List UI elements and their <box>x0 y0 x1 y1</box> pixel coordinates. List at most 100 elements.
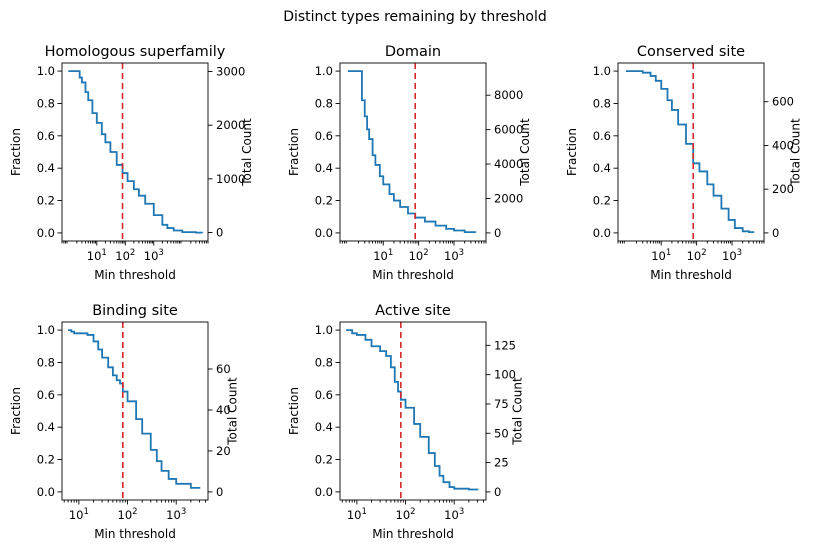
fraction-curve <box>346 329 479 491</box>
y-tick-label: 0.8 <box>37 355 55 369</box>
y-axis-label: Fraction <box>9 387 23 435</box>
y2-tick-label: 125 <box>494 338 516 352</box>
y2-axis-label: Total Count <box>225 377 239 446</box>
y-tick-label: 0.4 <box>315 420 333 434</box>
y2-tick-label: 60 <box>216 362 231 376</box>
x-tick-label: 103 <box>444 248 464 263</box>
y2-tick-label: 0 <box>216 485 223 499</box>
x-tick-label: 102 <box>687 248 707 263</box>
y-tick-label: 0.2 <box>315 453 333 467</box>
y-tick-label: 0.4 <box>315 161 333 175</box>
x-tick-label: 101 <box>87 248 107 263</box>
y2-tick-label: 0 <box>494 226 501 240</box>
y2-tick-label: 6000 <box>494 123 523 137</box>
y2-tick-label: 400 <box>772 138 794 152</box>
fraction-curve <box>68 70 204 234</box>
x-tick-label: 102 <box>396 507 416 522</box>
y-tick-label: 0.4 <box>593 161 611 175</box>
x-axis-label: Min threshold <box>94 527 176 541</box>
y2-tick-label: 25 <box>494 456 509 470</box>
x-tick-label: 101 <box>651 248 671 263</box>
plot-frame <box>617 62 765 242</box>
y-tick-label: 1.0 <box>593 64 611 78</box>
y2-tick-label: 2000 <box>216 118 245 132</box>
plot-frame <box>339 62 487 242</box>
y2-tick-label: 0 <box>216 226 223 240</box>
y2-tick-label: 100 <box>494 368 516 382</box>
x-tick-label: 101 <box>69 507 89 522</box>
y2-axis-label: Total Count <box>789 118 803 187</box>
y2-axis-label: Total Count <box>511 377 525 446</box>
y-tick-label: 0.6 <box>593 129 611 143</box>
y-axis-label: Fraction <box>287 128 301 176</box>
plot-frame <box>61 62 209 242</box>
plot-frame <box>339 321 487 501</box>
x-tick-label: 101 <box>347 507 367 522</box>
y-tick-label: 0.0 <box>315 226 333 240</box>
x-tick-label: 102 <box>409 248 429 263</box>
y-tick-label: 0.2 <box>593 194 611 208</box>
y2-axis-label: Total Count <box>518 118 532 187</box>
x-axis-label: Min threshold <box>94 268 176 282</box>
y-tick-label: 0.4 <box>37 420 55 434</box>
x-tick-label: 101 <box>373 248 393 263</box>
subplot-binding-site: Binding site 101 102 103 0.0 0.2 0.4 0.6 0.8 1.0 0… <box>9 303 239 541</box>
y-tick-label: 0.2 <box>37 453 55 467</box>
plot-frame <box>61 321 209 501</box>
subplot-conserved-site: Conserved site 101 102 103 0.0 0.2 0.4 0.6 0.8 1.… <box>565 44 803 282</box>
y-axis-label: Fraction <box>9 128 23 176</box>
x-axis-label: Min threshold <box>372 268 454 282</box>
y2-tick-label: 4000 <box>494 157 523 171</box>
fraction-curve <box>347 70 477 233</box>
y2-tick-label: 3000 <box>216 65 245 79</box>
y-axis-label: Fraction <box>565 128 579 176</box>
fraction-curve <box>625 70 755 233</box>
y2-tick-label: 200 <box>772 182 794 196</box>
y-tick-label: 0.2 <box>37 194 55 208</box>
y2-axis-label: Total Count <box>240 118 254 187</box>
y-tick-label: 0.6 <box>37 388 55 402</box>
y-tick-label: 0.6 <box>315 129 333 143</box>
figure-title: Distinct types remaining by threshold <box>283 9 547 25</box>
subplot-title: Binding site <box>92 303 178 319</box>
y2-tick-label: 50 <box>494 426 509 440</box>
y2-tick-label: 20 <box>216 444 231 458</box>
y2-tick-label: 0 <box>772 226 779 240</box>
y-tick-label: 0.2 <box>315 194 333 208</box>
y-axis-label: Fraction <box>287 387 301 435</box>
subplot-active-site: Active site 101 102 103 0.0 0.2 0.4 0.6 0.8 1.0 0 2… <box>287 303 525 541</box>
y-tick-label: 0.0 <box>593 226 611 240</box>
y-tick-label: 1.0 <box>37 323 55 337</box>
subplot-domain: Domain 101 102 103 0.0 0.2 0.4 0.6 0.8 1.0 0 2000 40… <box>287 44 532 282</box>
y-tick-label: 0.0 <box>37 485 55 499</box>
y-tick-label: 0.0 <box>37 226 55 240</box>
x-axis-label: Min threshold <box>650 268 732 282</box>
y2-tick-label: 2000 <box>494 191 523 205</box>
y2-tick-label: 600 <box>772 95 794 109</box>
x-tick-label: 102 <box>115 248 135 263</box>
y-tick-label: 1.0 <box>315 323 333 337</box>
y2-tick-label: 1000 <box>216 172 245 186</box>
y2-tick-label: 0 <box>494 485 501 499</box>
y-tick-label: 0.8 <box>315 96 333 110</box>
y-tick-label: 0.8 <box>37 96 55 110</box>
x-axis-label: Min threshold <box>372 527 454 541</box>
y-tick-label: 0.8 <box>593 96 611 110</box>
y-tick-label: 0.8 <box>315 355 333 369</box>
x-tick-label: 102 <box>118 507 138 522</box>
subplot-title: Domain <box>385 44 441 60</box>
subplot-title: Active site <box>375 303 451 319</box>
fraction-curve <box>68 329 201 489</box>
x-tick-label: 103 <box>444 507 464 522</box>
y2-tick-label: 40 <box>216 403 231 417</box>
y-tick-label: 1.0 <box>37 64 55 78</box>
x-tick-label: 103 <box>722 248 742 263</box>
y2-tick-label: 75 <box>494 397 509 411</box>
y2-tick-label: 8000 <box>494 88 523 102</box>
x-tick-label: 103 <box>144 248 164 263</box>
y-tick-label: 0.4 <box>37 161 55 175</box>
y-tick-label: 0.6 <box>315 388 333 402</box>
y-tick-label: 0.0 <box>315 485 333 499</box>
subplot-title: Conserved site <box>637 44 745 60</box>
